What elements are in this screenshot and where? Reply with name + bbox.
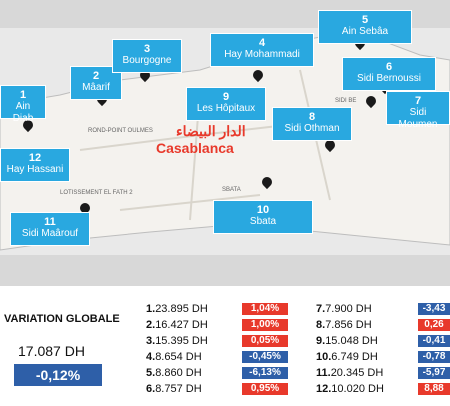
rank: 11. bbox=[316, 367, 331, 379]
district-name: Hay Hassani bbox=[6, 164, 64, 175]
district-number: 1 bbox=[19, 89, 27, 101]
change-badge: 8,88 bbox=[418, 383, 450, 395]
price: 15.395 DH bbox=[155, 335, 208, 347]
list-item: 1.23.895 DH bbox=[146, 303, 208, 315]
list-item: 11.20.345 DH bbox=[316, 367, 383, 379]
price: 8.757 DH bbox=[155, 383, 202, 395]
city-name: Casablanca bbox=[156, 140, 234, 156]
list-item: 8.7.856 DH bbox=[316, 319, 372, 331]
change-badge: 1,04% bbox=[242, 303, 288, 315]
rank: 6. bbox=[146, 383, 156, 395]
map-label-oulmes: ROND-POINT OULMES bbox=[88, 128, 153, 134]
district-callout-4[interactable]: 4 Hay Mohammadi bbox=[210, 33, 314, 67]
price: 20.345 DH bbox=[330, 367, 384, 379]
price: 10.020 DH bbox=[331, 383, 384, 395]
price: 15.048 DH bbox=[325, 335, 378, 347]
district-name: Sidi Moumen bbox=[398, 107, 438, 130]
list-item: 5.8.860 DH bbox=[146, 367, 202, 379]
change-badge: 1,00% bbox=[242, 319, 288, 331]
rank: 5. bbox=[146, 367, 156, 379]
price-summary bbox=[0, 286, 450, 406]
district-callout-10[interactable]: 10 Sbata bbox=[213, 200, 313, 234]
district-name: Hay Mohammadi bbox=[224, 49, 300, 60]
rank: 3. bbox=[146, 335, 156, 347]
rank: 1. bbox=[146, 303, 156, 315]
map-label-fath: LOTISSEMENT EL FATH 2 bbox=[60, 190, 133, 196]
district-number: 3 bbox=[143, 43, 151, 55]
price: 8.860 DH bbox=[155, 367, 202, 379]
district-number: 12 bbox=[28, 152, 42, 164]
district-number: 9 bbox=[222, 91, 230, 103]
district-callout-6[interactable]: 6 Sidi Bernoussi bbox=[342, 57, 436, 91]
change-badge: 0,26 bbox=[418, 319, 450, 331]
list-item: 10.6.749 DH bbox=[316, 351, 378, 363]
district-number: 8 bbox=[308, 111, 316, 123]
district-number: 4 bbox=[258, 37, 266, 49]
list-item: 2.16.427 DH bbox=[146, 319, 208, 331]
district-callout-5[interactable]: 5 Ain Sebâa bbox=[318, 10, 412, 44]
district-name: Sidi Bernoussi bbox=[357, 73, 421, 84]
city-map: ROND-POINT OULMES LOTISSEMENT EL FATH 2 … bbox=[0, 0, 450, 286]
district-name: Sidi Othman bbox=[284, 123, 340, 134]
list-item: 4.8.654 DH bbox=[146, 351, 202, 363]
district-number: 5 bbox=[361, 14, 369, 26]
map-bottom-band bbox=[0, 255, 450, 286]
change-badge: -5,97 bbox=[418, 367, 450, 379]
rank: 2. bbox=[146, 319, 156, 331]
price: 6.749 DH bbox=[331, 351, 378, 363]
rank: 4. bbox=[146, 351, 156, 363]
price: 7.856 DH bbox=[325, 319, 372, 331]
list-item: 12.10.020 DH bbox=[316, 383, 384, 395]
price: 23.895 DH bbox=[155, 303, 208, 315]
district-number: 2 bbox=[92, 70, 100, 82]
rank: 8. bbox=[316, 319, 326, 331]
list-item: 6.8.757 DH bbox=[146, 383, 202, 395]
map-label-sidi-be: SIDI BE bbox=[335, 98, 357, 104]
price: 7.900 DH bbox=[325, 303, 372, 315]
summary-value: 17.087 DH bbox=[18, 343, 85, 359]
district-name: Mâarif bbox=[82, 82, 110, 93]
rank: 12. bbox=[316, 383, 332, 395]
district-name: Bourgogne bbox=[122, 55, 172, 66]
change-badge: -0,78 bbox=[418, 351, 450, 363]
change-badge: 0,95% bbox=[242, 383, 288, 395]
list-item: 7.7.900 DH bbox=[316, 303, 372, 315]
district-callout-8[interactable]: 8 Sidi Othman bbox=[272, 107, 352, 141]
rank: 7. bbox=[316, 303, 326, 315]
district-name: Ain Diab bbox=[12, 101, 34, 124]
summary-change-badge: -0,12% bbox=[14, 364, 102, 386]
rank: 10. bbox=[316, 351, 332, 363]
district-callout-12[interactable]: 12 Hay Hassani bbox=[0, 148, 70, 182]
list-item: 3.15.395 DH bbox=[146, 335, 208, 347]
list-item: 9.15.048 DH bbox=[316, 335, 378, 347]
district-callout-3[interactable]: 3 Bourgogne bbox=[112, 39, 182, 73]
summary-title: VARIATION GLOBALE bbox=[4, 313, 120, 325]
change-badge: -0,41 bbox=[418, 335, 450, 347]
city-name-arabic: الدار البيضاء bbox=[176, 123, 246, 139]
district-number: 6 bbox=[385, 61, 393, 73]
district-name: Ain Sebâa bbox=[341, 26, 389, 37]
district-callout-11[interactable]: 11 Sidi Maârouf bbox=[10, 212, 90, 246]
change-badge: 0,05% bbox=[242, 335, 288, 347]
district-callout-7[interactable]: 7 Sidi Moumen bbox=[386, 91, 450, 130]
change-badge: -6,13% bbox=[242, 367, 288, 379]
change-badge: -0,45% bbox=[242, 351, 288, 363]
district-name: Sidi Maârouf bbox=[21, 228, 79, 239]
map-label-sbata: SBATA bbox=[222, 187, 241, 193]
district-name: Les Hôpitaux bbox=[196, 103, 256, 114]
district-number: 11 bbox=[44, 216, 56, 228]
district-number: 7 bbox=[414, 95, 422, 107]
rank: 9. bbox=[316, 335, 326, 347]
district-callout-9[interactable]: 9 Les Hôpitaux bbox=[186, 87, 266, 121]
district-name: Sbata bbox=[249, 216, 277, 227]
price: 16.427 DH bbox=[155, 319, 208, 331]
district-callout-1[interactable]: 1 Ain Diab bbox=[0, 85, 46, 124]
change-badge: -3,43 bbox=[418, 303, 450, 315]
price: 8.654 DH bbox=[155, 351, 202, 363]
district-number: 10 bbox=[256, 204, 270, 216]
